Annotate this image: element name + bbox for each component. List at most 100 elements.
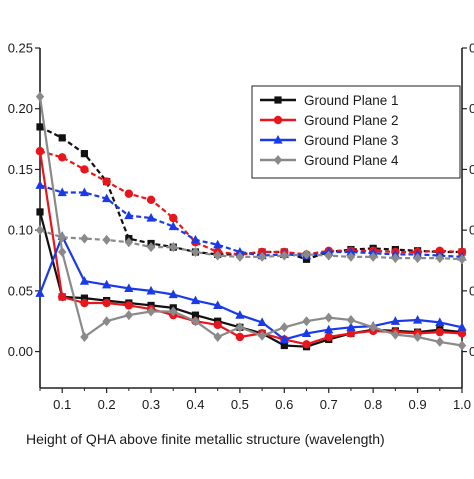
data-point [80, 294, 89, 302]
legend-label: Ground Plane 2 [304, 113, 399, 128]
legend-marker [273, 155, 283, 165]
data-point [79, 276, 90, 285]
data-point [457, 329, 467, 338]
y-tick-label: 0.10 [8, 223, 33, 238]
series-line-solid [38, 211, 463, 348]
data-point [124, 301, 134, 310]
data-point [58, 247, 67, 257]
legend-label: Ground Plane 4 [304, 153, 399, 168]
x-tick-label: 0.6 [275, 397, 293, 412]
data-point [280, 250, 289, 261]
data-point [79, 187, 90, 197]
data-point [35, 288, 45, 297]
data-point [257, 330, 267, 341]
legend-marker [273, 135, 283, 144]
data-point [169, 213, 178, 223]
data-point [213, 239, 223, 249]
legend-box [251, 85, 461, 179]
x-tick-label: 0.2 [98, 397, 116, 412]
data-point [435, 253, 444, 264]
data-point [213, 332, 222, 342]
data-point [324, 250, 333, 261]
data-point [124, 310, 134, 321]
series-line-solid [38, 235, 463, 341]
data-point [124, 210, 134, 220]
data-point [191, 311, 200, 319]
x-tick-label: 0.4 [186, 397, 204, 412]
data-point [435, 327, 444, 337]
data-point [346, 247, 356, 256]
data-point [213, 250, 222, 261]
data-point [80, 332, 89, 342]
data-point [168, 289, 178, 299]
data-point [391, 253, 400, 264]
data-point [413, 253, 422, 264]
x-tick-label: 1.0 [453, 397, 471, 412]
y-tick-label: 0.00 [8, 344, 33, 359]
data-point [146, 242, 156, 253]
legend: Ground Plane 1 Ground Plane 2 Ground Plane… [251, 85, 461, 179]
data-point [102, 298, 111, 308]
data-point [80, 150, 89, 158]
series-3 [35, 180, 467, 344]
y-right-tick-label: 0 [469, 344, 474, 359]
data-point [280, 341, 288, 350]
data-point [102, 234, 111, 245]
data-point [191, 247, 200, 257]
data-point [324, 332, 333, 342]
data-point [36, 208, 44, 216]
data-point [146, 306, 156, 317]
data-point [346, 315, 356, 325]
data-point [58, 232, 67, 243]
data-point [346, 329, 356, 338]
data-point [302, 340, 311, 349]
y-right-tick-label: 0 [469, 41, 474, 56]
x-tick-label: 0.7 [320, 397, 338, 412]
data-point [257, 317, 267, 327]
data-point [413, 332, 422, 342]
data-point [213, 320, 222, 330]
data-point [35, 91, 45, 102]
data-point [213, 300, 223, 310]
y-tick-label: 0.20 [8, 101, 33, 116]
data-point [80, 165, 89, 174]
data-point [169, 242, 178, 253]
data-point [235, 251, 245, 262]
y-tick-label: 0.15 [8, 162, 33, 177]
y-right-tick-label: 0 [469, 101, 474, 116]
data-point [102, 193, 112, 203]
x-tick-label: 0.3 [142, 397, 160, 412]
data-point [57, 187, 67, 197]
data-point [124, 283, 134, 293]
x-tick-label: 0.1 [53, 397, 71, 412]
data-point [368, 251, 378, 262]
data-point [457, 322, 467, 331]
data-point [169, 306, 178, 317]
data-point [368, 322, 378, 333]
data-point [35, 225, 45, 236]
legend-label: Ground Plane 3 [304, 133, 399, 148]
data-point [102, 279, 112, 289]
x-axis-title: Height of QHA above finite metallic stru… [26, 431, 385, 447]
data-point [457, 340, 467, 351]
data-point [235, 332, 245, 342]
y-tick-label: 0.05 [8, 283, 33, 298]
data-point [58, 292, 67, 302]
y-right-tick-label: 0 [469, 283, 474, 298]
data-point [146, 213, 156, 222]
data-point [102, 177, 111, 186]
data-point [58, 134, 66, 142]
legend-marker [273, 115, 283, 125]
series-layer [35, 91, 467, 351]
data-point [36, 123, 44, 131]
data-point [35, 147, 45, 156]
data-point [435, 336, 444, 347]
data-point [124, 237, 134, 248]
data-point [124, 189, 134, 198]
legend-marker [274, 96, 282, 104]
data-point [190, 234, 201, 244]
data-point [146, 195, 156, 204]
series-4 [35, 91, 467, 351]
data-point [257, 251, 267, 262]
